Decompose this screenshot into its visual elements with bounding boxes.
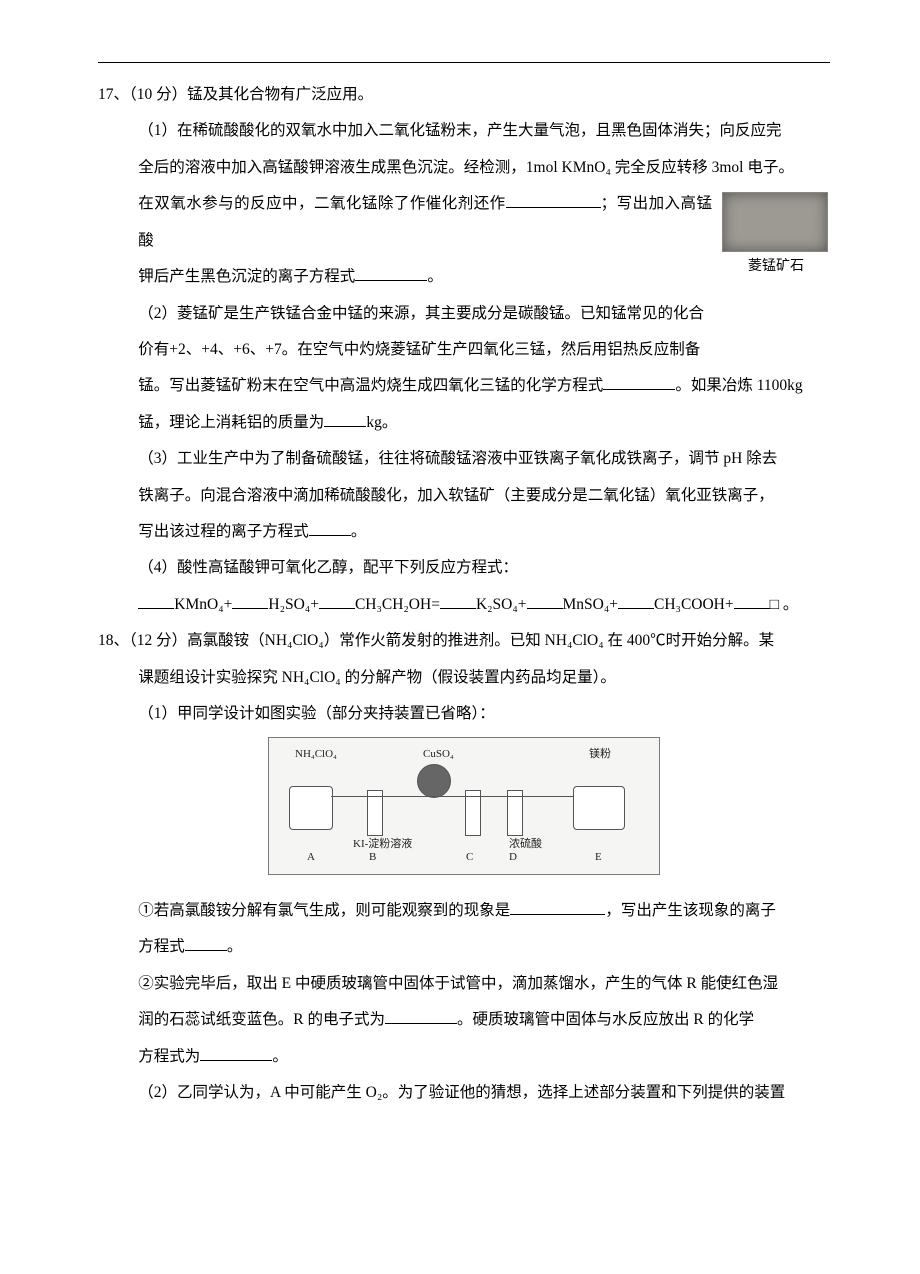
blank-ionic-eq-3[interactable] <box>185 936 227 952</box>
ore-caption: 菱锰矿石 <box>722 256 830 278</box>
q17-number: 17、 <box>98 86 129 103</box>
q17-eq: KMnO₄+ H₂SO₄+ CH₃CH₂OH= K₂SO₄+ MnSO₄+ CH₃COOH… <box>98 587 830 623</box>
blank-coef-3[interactable] <box>319 593 355 609</box>
letter-b: B <box>369 845 376 871</box>
q18-p1-1b: 方程式 。 <box>98 929 830 965</box>
blank-coef-5[interactable] <box>527 593 563 609</box>
q17-p3a: （3）工业生产中为了制备硫酸锰，往往将硫酸锰溶液中亚铁离子氧化成铁离子，调节 p… <box>98 441 830 477</box>
q17-p4a: （4）酸性高锰酸钾可氧化乙醇，配平下列反应方程式： <box>98 550 830 586</box>
ore-photo <box>722 192 828 252</box>
eq-t3: CH₃CH₂OH= <box>355 596 440 613</box>
connecting-tube <box>331 796 573 797</box>
q18-stem-a: 高氯酸铵（NH₄ClO₄）常作火箭发射的推进剂。已知 NH₄ClO₄ 在 400… <box>187 632 774 649</box>
letter-d: D <box>509 845 517 871</box>
q18-p1-1a: ①若高氯酸铵分解有氯气生成，则可能观察到的现象是 ，写出产生该现象的离子 <box>98 893 830 929</box>
q17-p1b: 全后的溶液中加入高锰酸钾溶液生成黑色沉淀。经检测，1mol KMnO₄ 完全反应… <box>98 150 830 186</box>
q18-points: （12 分） <box>129 632 187 649</box>
ore-image-block: 菱锰矿石 <box>722 192 830 278</box>
eq-t5: MnSO₄+ <box>563 596 619 613</box>
q18: 18、（12 分）高氯酸铵（NH₄ClO₄）常作火箭发射的推进剂。已知 NH₄C… <box>98 623 830 659</box>
q17-stem: 锰及其化合物有广泛应用。 <box>187 86 373 103</box>
q17-p2b: 价有+2、+4、+6、+7。在空气中灼烧菱锰矿生产四氧化三锰，然后用铝热反应制备 <box>98 332 830 368</box>
q17-p3c-post: 。 <box>351 523 367 540</box>
q17-p2d-post: kg。 <box>366 414 397 431</box>
q18-p1-2c-post: 。 <box>272 1048 288 1065</box>
q17-p1d-post: 。 <box>427 268 443 285</box>
letter-c: C <box>466 845 473 871</box>
eq-t6: CH₃COOH+ <box>654 596 734 613</box>
q17-p2a: （2）菱锰矿是生产铁锰合金中锰的来源，其主要成分是碳酸锰。已知锰常见的化合 <box>98 296 830 332</box>
page: 17、（10 分）锰及其化合物有广泛应用。 （1）在稀硫酸酸化的双氧水中加入二氧… <box>0 0 920 1274</box>
eq-t7: □ 。 <box>770 596 799 613</box>
q18-p1-1a-post: ，写出产生该现象的离子 <box>605 902 776 919</box>
q17-p2c-post: 。如果冶炼 1100kg <box>675 377 802 394</box>
q17-p2d: 锰，理论上消耗铝的质量为 kg。 <box>98 405 830 441</box>
apparatus-figure: NH₄ClO₄ CuSO₄ 镁粉 KI-淀粉溶液 浓硫酸 A B C D E <box>98 737 830 889</box>
q18-p1-2b-post: 。硬质玻璃管中固体与水反应放出 R 的化学 <box>457 1011 754 1028</box>
blank-ionic-eq-2[interactable] <box>309 520 351 536</box>
eq-t2: H₂SO₄+ <box>268 596 319 613</box>
apparatus-box: NH₄ClO₄ CuSO₄ 镁粉 KI-淀粉溶液 浓硫酸 A B C D E <box>268 737 660 875</box>
q17-p1d-pre: 钾后产生黑色沉淀的离子方程式 <box>138 268 355 285</box>
q17-p1d: 钾后产生黑色沉淀的离子方程式 。 <box>98 259 830 295</box>
device-c-bulb <box>417 764 451 798</box>
q18-number: 18、 <box>98 632 129 649</box>
blank-coef-1[interactable] <box>138 593 174 609</box>
blank-chem-eq[interactable] <box>603 375 675 391</box>
q18-p1-1a-pre: ①若高氯酸铵分解有氯气生成，则可能观察到的现象是 <box>138 902 510 919</box>
blank-coef-2[interactable] <box>232 593 268 609</box>
label-nh4clo4: NH₄ClO₄ <box>295 742 337 768</box>
q18-stem-b: 课题组设计实验探究 NH₄ClO₄ 的分解产物（假设装置内药品均足量）。 <box>98 660 830 696</box>
eq-t1: KMnO₄+ <box>174 596 232 613</box>
label-cuso4: CuSO₄ <box>423 742 454 768</box>
letter-a: A <box>307 845 315 871</box>
blank-phenomenon[interactable] <box>510 899 605 915</box>
q17-p2d-pre: 锰，理论上消耗铝的质量为 <box>138 414 324 431</box>
blank-ionic-eq-1[interactable] <box>355 265 427 281</box>
q17: 17、（10 分）锰及其化合物有广泛应用。 <box>98 77 830 113</box>
blank-al-mass[interactable] <box>324 411 366 427</box>
q18-p1: （1）甲同学设计如图实验（部分夹持装置已省略）： <box>98 696 830 732</box>
top-rule <box>98 62 830 63</box>
q18-p1-1b-post: 。 <box>227 938 243 955</box>
q18-p1-2b: 润的石蕊试纸变蓝色。R 的电子式为 。硬质玻璃管中固体与水反应放出 R 的化学 <box>98 1002 830 1038</box>
device-a <box>289 786 333 830</box>
blank-electron-formula[interactable] <box>385 1009 457 1025</box>
blank-coef-4[interactable] <box>440 593 476 609</box>
q17-p3b: 铁离子。向混合溶液中滴加稀硫酸酸化，加入软锰矿（主要成分是二氧化锰）氧化亚铁离子… <box>98 478 830 514</box>
q18-p2: （2）乙同学认为，A 中可能产生 O₂。为了验证他的猜想，选择上述部分装置和下列… <box>98 1075 830 1111</box>
label-mg: 镁粉 <box>589 742 611 768</box>
q18-p1-1b-pre: 方程式 <box>138 938 185 955</box>
letter-e: E <box>595 845 602 871</box>
blank-coef-6[interactable] <box>618 593 654 609</box>
q17-p1a: （1）在稀硫酸酸化的双氧水中加入二氧化锰粉末，产生大量气泡，且黑色固体消失；向反… <box>98 113 830 149</box>
q17-p1c: 在双氧水参与的反应中，二氧化锰除了作催化剂还作；写出加入高锰酸 <box>98 186 830 259</box>
q17-p1c-pre: 在双氧水参与的反应中，二氧化锰除了作催化剂还作 <box>138 195 505 212</box>
q17-p2c: 锰。写出菱锰矿粉末在空气中高温灼烧生成四氧化三锰的化学方程式 。如果冶炼 1100… <box>98 368 830 404</box>
q18-p1-2a: ②实验完毕后，取出 E 中硬质玻璃管中固体于试管中，滴加蒸馏水，产生的气体 R … <box>98 966 830 1002</box>
eq-t4: K₂SO₄+ <box>476 596 527 613</box>
blank-chem-eq-r[interactable] <box>200 1045 272 1061</box>
blank-coef-7[interactable] <box>734 593 770 609</box>
q17-p3c: 写出该过程的离子方程式 。 <box>98 514 830 550</box>
device-e <box>573 786 625 830</box>
q17-p3c-pre: 写出该过程的离子方程式 <box>138 523 309 540</box>
blank-catalyst-role[interactable] <box>506 193 601 209</box>
q18-p1-2b-pre: 润的石蕊试纸变蓝色。R 的电子式为 <box>138 1011 385 1028</box>
q18-p1-2c: 方程式为 。 <box>98 1039 830 1075</box>
q17-points: （10 分） <box>129 86 187 103</box>
q18-p1-2c-pre: 方程式为 <box>138 1048 200 1065</box>
q17-p2c-pre: 锰。写出菱锰矿粉末在空气中高温灼烧生成四氧化三锰的化学方程式 <box>138 377 603 394</box>
